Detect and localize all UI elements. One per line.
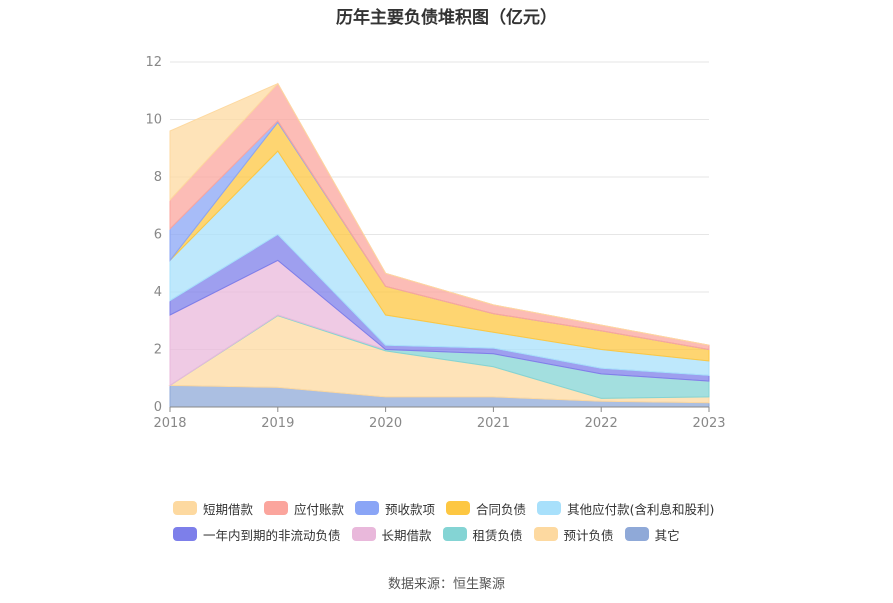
y-tick-label: 12 [145, 55, 162, 70]
data-source: 数据来源：恒生聚源 [387, 577, 505, 592]
x-tick-label: 2022 [585, 416, 618, 431]
legend-row-2: 一年内到期的非流动负债 长期借款 租赁负债 预计负债 其它 [173, 521, 773, 547]
legend-item[interactable]: 预计负债 [533, 525, 614, 544]
legend-item[interactable]: 应付账款 [264, 499, 344, 518]
legend-label: 合同负债 [476, 501, 527, 517]
legend-swatch [355, 501, 380, 515]
x-tick-label: 2019 [261, 416, 294, 431]
y-tick-label: 0 [154, 400, 162, 415]
legend-item[interactable]: 长期借款 [351, 525, 432, 544]
legend-item[interactable]: 合同负债 [446, 499, 526, 518]
x-tick-label: 2021 [477, 416, 510, 431]
legend-label: 其他应付款(含利息和股利) [567, 501, 715, 517]
area-series-9 [169, 82, 710, 346]
legend-item[interactable]: 其他应付款(含利息和股利) [537, 499, 714, 518]
legend-swatch [351, 527, 376, 541]
legend-item[interactable]: 一年内到期的非流动负债 [173, 525, 341, 544]
chart-title: 历年主要负债堆积图（亿元） [336, 8, 557, 28]
legend-label: 租赁负债 [472, 527, 523, 543]
legend-label: 其它 [654, 527, 680, 543]
y-tick-label: 4 [154, 285, 162, 300]
y-tick-label: 2 [154, 343, 162, 358]
legend-label: 应付账款 [294, 501, 345, 517]
legend-swatch [537, 501, 562, 515]
legend-label: 预计负债 [563, 527, 614, 543]
legend-item[interactable]: 短期借款 [173, 499, 253, 518]
legend-label: 短期借款 [203, 501, 254, 517]
legend-item[interactable]: 预收款项 [355, 499, 435, 518]
legend-label: 一年内到期的非流动负债 [203, 527, 341, 543]
series-areas [168, 82, 710, 408]
y-tick-label: 10 [145, 113, 162, 128]
axes: 0 2 4 6 8 10 12 2018 2019 2020 2021 2022 2023 [145, 55, 725, 431]
legend-swatch [173, 527, 197, 541]
legend-swatch [442, 527, 467, 541]
y-tick-label: 6 [154, 228, 162, 243]
legend-label: 预收款项 [385, 501, 436, 517]
legend-row-1: 短期借款 应付账款 预收款项 合同负债 其他应付款(含利息和股利) [173, 495, 773, 521]
legend: 短期借款 应付账款 预收款项 合同负债 其他应付款(含利息和股利) 一年内到期的非流动负… [173, 495, 773, 547]
legend-swatch [446, 501, 471, 515]
x-tick-label: 2023 [692, 416, 725, 431]
legend-label: 长期借款 [381, 527, 432, 543]
x-tick-label: 2018 [153, 416, 186, 431]
legend-swatch [264, 501, 289, 515]
legend-swatch [173, 501, 197, 515]
legend-item[interactable]: 租赁负债 [442, 525, 523, 544]
stacked-area-chart: 0 2 4 6 8 10 12 2018 2019 2020 2021 2022 2023 [145, 55, 725, 431]
x-tick-label: 2020 [369, 416, 402, 431]
y-tick-label: 8 [154, 170, 162, 185]
legend-swatch [533, 527, 558, 541]
legend-swatch [624, 527, 649, 541]
legend-item[interactable]: 其它 [624, 525, 680, 544]
